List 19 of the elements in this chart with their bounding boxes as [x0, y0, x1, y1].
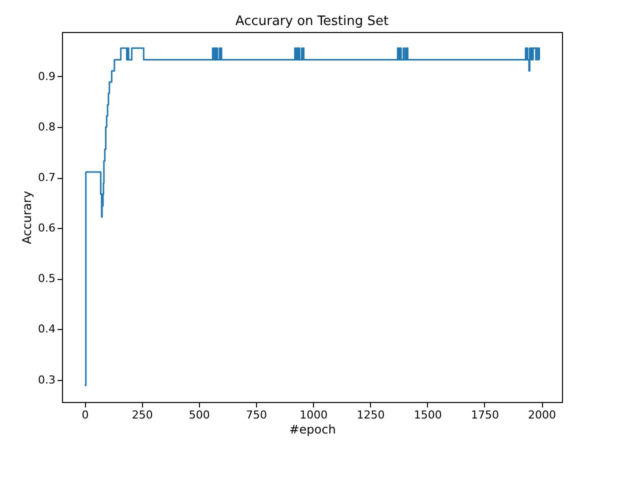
- x-tick-label: 250: [132, 408, 153, 422]
- x-axis-title: #epoch: [289, 422, 336, 436]
- y-tick-label: 0.9: [38, 70, 56, 83]
- y-tick-label: 0.3: [38, 373, 56, 386]
- x-tick-label: 1250: [356, 408, 385, 422]
- x-tick-label: 1750: [470, 408, 499, 422]
- x-tick-label: 500: [188, 408, 210, 422]
- y-tick-label: 0.8: [38, 120, 56, 134]
- x-tick-label: 2000: [528, 408, 556, 422]
- y-tick-label: 0.4: [38, 322, 56, 336]
- x-tick-label: 1000: [300, 408, 328, 422]
- x-tick-label: 750: [246, 408, 268, 422]
- chart-title: Accurary on Testing Set: [235, 14, 389, 29]
- y-tick-label: 0.6: [38, 222, 56, 235]
- y-tick-label: 0.7: [38, 171, 56, 184]
- x-tick-label: 0: [82, 408, 89, 422]
- y-axis-title: Accurary: [20, 190, 34, 244]
- y-tick-label: 0.5: [38, 272, 56, 286]
- x-tick-label: 1500: [414, 408, 442, 422]
